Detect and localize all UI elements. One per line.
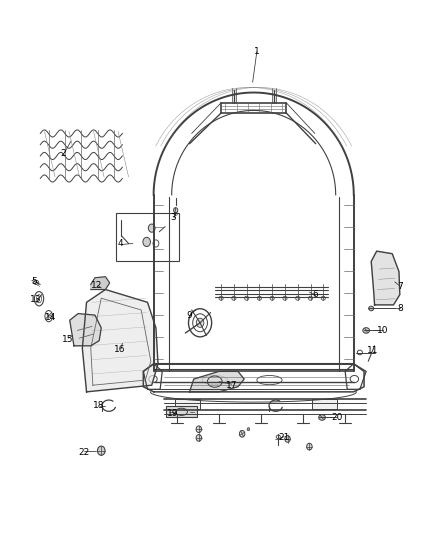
Ellipse shape (240, 431, 245, 437)
Ellipse shape (257, 296, 261, 300)
Text: 10: 10 (377, 326, 389, 335)
Polygon shape (371, 251, 400, 305)
Text: 1: 1 (254, 47, 260, 56)
Ellipse shape (308, 296, 313, 300)
Text: 19: 19 (167, 409, 179, 418)
Bar (175, 399, 200, 409)
Ellipse shape (98, 446, 105, 455)
Ellipse shape (285, 435, 290, 442)
Ellipse shape (244, 296, 249, 300)
Ellipse shape (148, 224, 155, 232)
Bar (116, 213, 179, 261)
Ellipse shape (196, 434, 201, 441)
Text: 22: 22 (78, 448, 89, 457)
Text: 20: 20 (331, 413, 343, 422)
Ellipse shape (270, 296, 274, 300)
Ellipse shape (247, 427, 250, 431)
Text: 11: 11 (367, 346, 378, 356)
Polygon shape (82, 289, 158, 392)
Ellipse shape (283, 296, 287, 300)
Text: 18: 18 (93, 401, 105, 410)
Text: 14: 14 (45, 313, 57, 322)
Ellipse shape (196, 318, 204, 327)
Text: 17: 17 (226, 381, 237, 390)
Ellipse shape (296, 296, 300, 300)
Ellipse shape (369, 306, 374, 311)
Text: 16: 16 (114, 345, 126, 354)
Polygon shape (190, 372, 244, 392)
Text: 9: 9 (187, 311, 192, 320)
Ellipse shape (219, 296, 223, 300)
Text: 8: 8 (397, 304, 403, 313)
Ellipse shape (232, 296, 236, 300)
Text: 15: 15 (62, 335, 74, 344)
Text: 7: 7 (397, 282, 403, 292)
Text: 13: 13 (30, 295, 42, 304)
Bar (311, 399, 337, 409)
Ellipse shape (321, 296, 325, 300)
Ellipse shape (307, 443, 312, 450)
Ellipse shape (319, 415, 325, 420)
Ellipse shape (143, 237, 151, 247)
Ellipse shape (196, 426, 201, 433)
Polygon shape (70, 313, 101, 346)
Text: 3: 3 (170, 213, 176, 222)
Bar (166, 406, 197, 417)
Text: 6: 6 (313, 290, 318, 299)
Text: 2: 2 (60, 149, 66, 158)
Text: 5: 5 (31, 277, 37, 286)
Text: 21: 21 (279, 433, 290, 442)
Polygon shape (91, 277, 110, 289)
Ellipse shape (363, 328, 370, 333)
Ellipse shape (173, 208, 178, 213)
Text: 12: 12 (92, 281, 103, 290)
Text: 4: 4 (117, 239, 123, 248)
